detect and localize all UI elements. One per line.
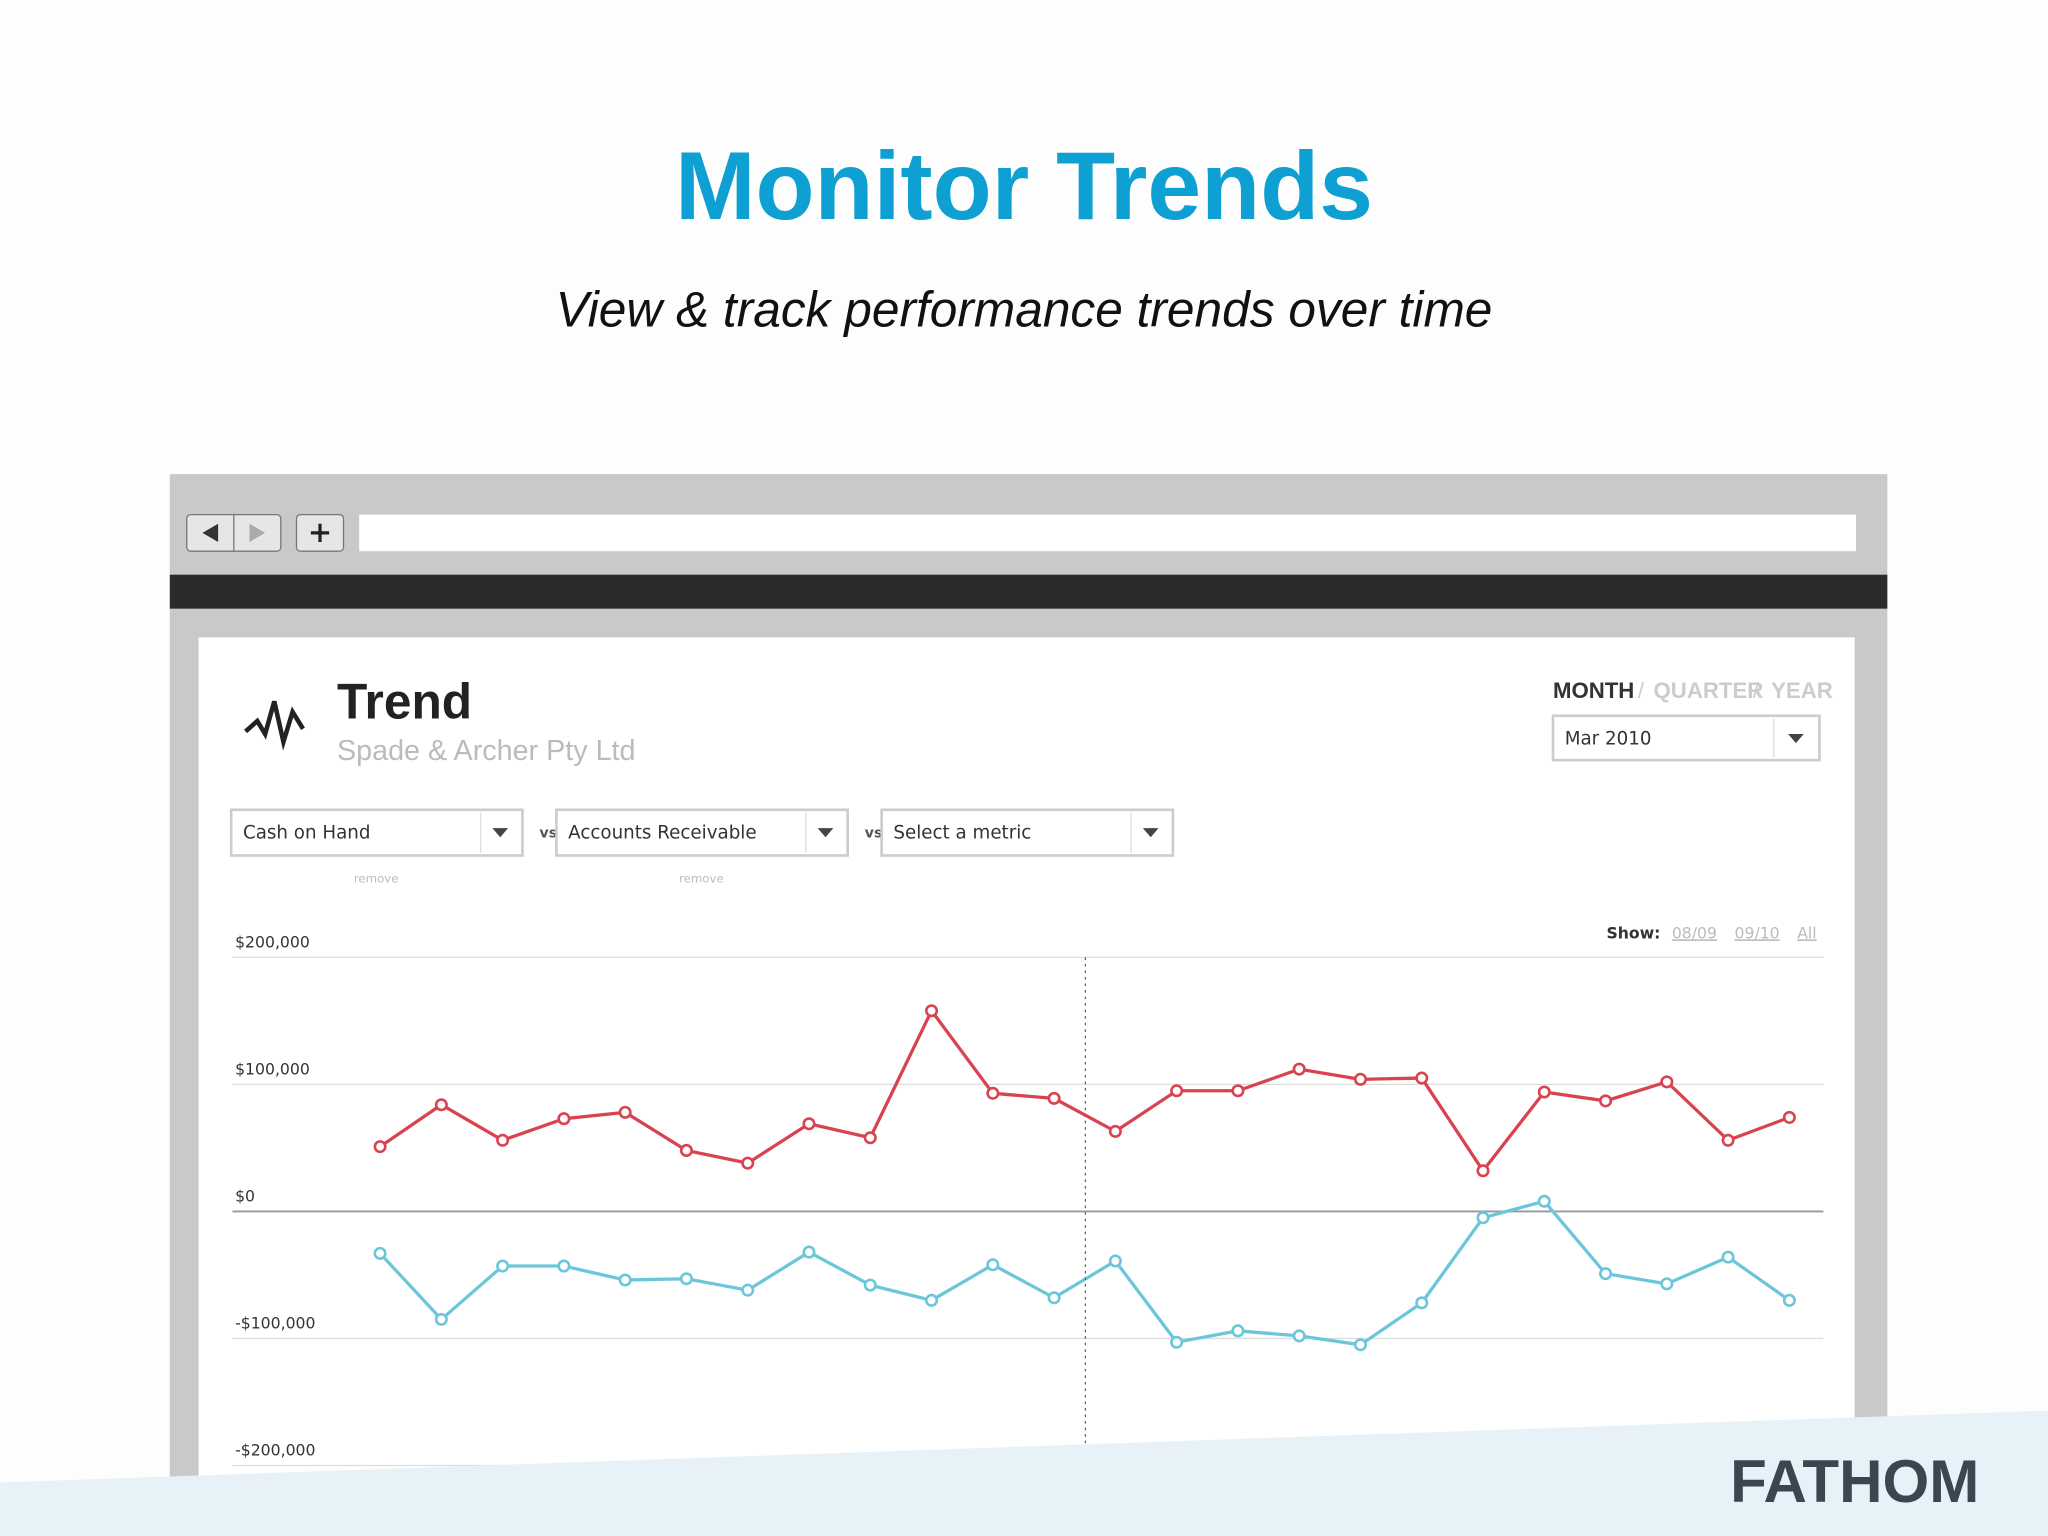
dropdown-arrow [492,828,509,838]
data-point[interactable] [986,1086,1000,1100]
data-point[interactable] [557,1259,571,1273]
chart: -$200,000 -$100,000 $0 $100,000 $200,000 [232,933,1824,1467]
data-point[interactable] [618,1105,632,1119]
toolbar [169,574,1888,609]
data-point[interactable] [496,1259,510,1273]
data-point[interactable] [434,1098,448,1112]
panel-heading: Trend [337,673,472,729]
show-option[interactable]: 09/10 [1735,923,1780,942]
y-tick-label: -$200,000 [235,1441,315,1460]
metric-select-value: Select a metric [893,822,1031,843]
data-point[interactable] [1353,1072,1367,1086]
date-select[interactable] [1551,714,1821,762]
metric-select[interactable] [555,808,849,857]
data-point[interactable] [1170,1335,1184,1349]
remove-link[interactable]: remove [354,872,399,886]
data-point[interactable] [373,1246,387,1260]
period-separator: / [1753,678,1760,703]
data-point[interactable] [1170,1084,1184,1098]
data-point[interactable] [1721,1133,1735,1147]
data-point[interactable] [1782,1110,1796,1124]
y-tick-label: $0 [235,1187,255,1206]
slide-title: Monitor Trends [675,133,1373,240]
data-point[interactable] [1353,1338,1367,1352]
data-point[interactable] [496,1133,510,1147]
data-point[interactable] [1660,1075,1674,1089]
metric-selectors: Cash on Hand vs remove Accounts Receivable v… [229,808,1175,886]
y-tick-label: -$100,000 [235,1314,315,1333]
period-separator: / [1638,678,1645,703]
data-point[interactable] [1660,1277,1674,1291]
data-point[interactable] [1415,1071,1429,1085]
vs-label: vs [865,825,883,841]
data-point[interactable] [434,1312,448,1326]
data-point[interactable] [863,1278,877,1292]
slide-subtitle: View & track performance trends over tim… [556,282,1493,338]
data-point[interactable] [1599,1094,1613,1108]
data-point[interactable] [741,1283,755,1297]
data-point[interactable] [1047,1291,1061,1305]
data-point[interactable] [802,1245,816,1259]
data-point[interactable] [1231,1324,1245,1338]
data-point[interactable] [1476,1164,1490,1178]
data-point[interactable] [802,1117,816,1131]
data-point[interactable] [1231,1084,1245,1098]
data-point[interactable] [986,1258,1000,1272]
data-point[interactable] [1537,1194,1551,1208]
metric-select-value: Cash on Hand [243,822,371,843]
back-icon [202,523,219,543]
show-label: Show: [1607,923,1661,942]
address-bar[interactable] [359,514,1856,552]
period-quarter[interactable]: QUARTER [1654,678,1764,703]
data-point[interactable] [1047,1091,1061,1105]
data-point[interactable] [741,1156,755,1170]
remove-link[interactable]: remove [679,872,724,886]
data-point[interactable] [925,1293,939,1307]
dropdown-arrow [1142,828,1159,838]
vs-label: vs [539,825,557,841]
trend-icon [244,700,305,751]
show-option[interactable]: All [1797,923,1816,942]
data-point[interactable] [1108,1124,1122,1138]
data-point[interactable] [1292,1329,1306,1343]
y-tick-label: $100,000 [235,1060,310,1079]
data-point[interactable] [1537,1085,1551,1099]
company-name: Spade & Archer Pty Ltd [337,735,636,767]
metric-select-value: Accounts Receivable [568,822,756,843]
data-point[interactable] [925,1004,939,1018]
data-point[interactable] [1415,1296,1429,1310]
brand-logo: FATHOM [1730,1448,1979,1515]
forward-icon [249,523,266,543]
metric-select[interactable] [229,808,524,857]
panel [198,637,1855,1500]
data-point[interactable] [373,1140,387,1154]
show-option[interactable]: 08/09 [1672,923,1717,942]
data-point[interactable] [1476,1211,1490,1225]
data-point[interactable] [679,1272,693,1286]
data-point[interactable] [1721,1250,1735,1264]
dropdown-arrow [817,828,834,838]
period-year[interactable]: YEAR [1771,678,1833,703]
data-point[interactable] [863,1131,877,1145]
plus-icon [310,523,330,543]
date-select-value: Mar 2010 [1565,728,1652,749]
data-point[interactable] [1108,1254,1122,1268]
footer-band [0,1410,2048,1536]
y-tick-label: $200,000 [235,933,310,952]
data-point[interactable] [1782,1293,1796,1307]
data-point[interactable] [557,1112,571,1126]
data-point[interactable] [1292,1062,1306,1076]
data-point[interactable] [618,1273,632,1287]
data-point[interactable] [1599,1267,1613,1281]
metric-select[interactable] [880,808,1175,857]
period-month[interactable]: MONTH [1553,678,1634,703]
dropdown-arrow [1788,734,1804,744]
data-point[interactable] [679,1143,693,1157]
